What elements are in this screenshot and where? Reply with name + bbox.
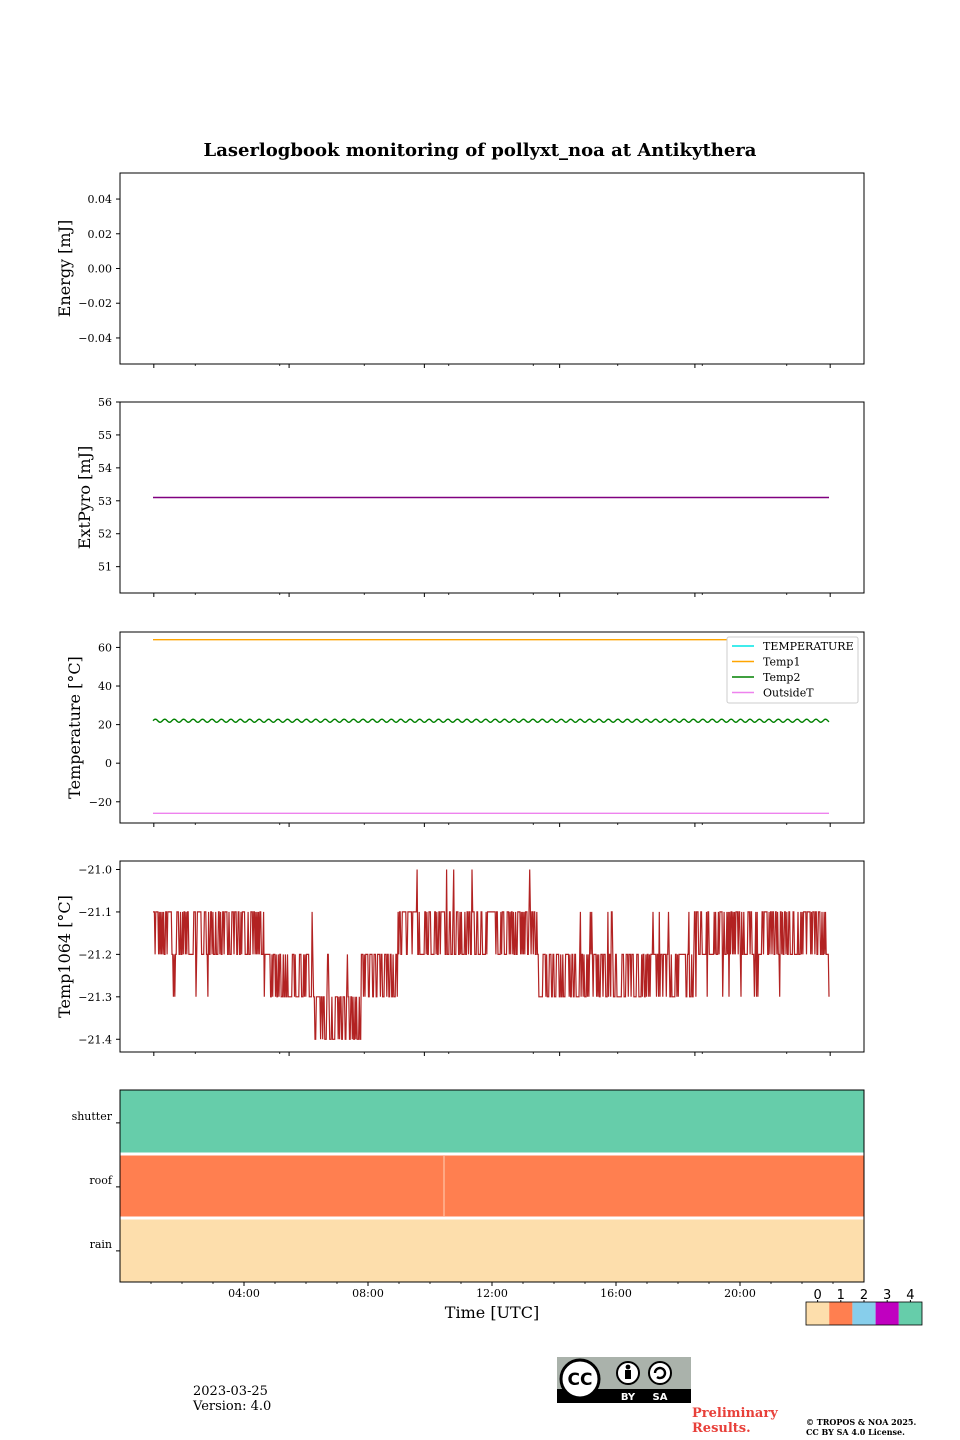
y-tick-label: −21.2 [78, 948, 112, 961]
colorbar-swatch-1 [829, 1302, 853, 1325]
y-tick-label: −21.4 [78, 1033, 112, 1046]
panel-1: 0.04 0.02 0.00 −0.02 −0.04 Energy [mJ] [55, 172, 865, 368]
sa-label: SA [653, 1392, 668, 1403]
y-tick-label: −0.02 [78, 297, 112, 310]
y-tick-label: 56 [98, 396, 112, 409]
colorbar-label: 2 [860, 1288, 868, 1303]
legend: TEMPERATURE Temp1 Temp2 OutsideT [726, 636, 859, 704]
panel-status: shutter roof rain 04:00 08:00 12:00 16:00 20:00… [72, 1089, 865, 1322]
y-axis-label: Temperature [°C] [65, 656, 84, 799]
y-tick-label: 55 [98, 429, 112, 442]
y-tick-label: −0.04 [78, 332, 112, 345]
y-tick-label: 53 [98, 495, 112, 508]
x-tick-label: 08:00 [352, 1287, 384, 1300]
copyright-note: © TROPOS & NOA 2025. CC BY SA 4.0 Licens… [806, 1417, 916, 1437]
x-tick-label: 16:00 [600, 1287, 632, 1300]
date-label: 2023-03-25 [193, 1384, 268, 1399]
x-tick-label: 04:00 [228, 1287, 260, 1300]
by-label: BY [621, 1392, 636, 1403]
y-tick-label: 0 [105, 757, 112, 770]
colorbar-swatch-3 [875, 1302, 899, 1325]
version-label: Version: 4.0 [193, 1399, 272, 1414]
legend-label: TEMPERATURE [763, 640, 854, 653]
colorbar-swatch-0 [806, 1302, 830, 1325]
status-row-shutter [120, 1090, 864, 1154]
y-tick-label: −21.1 [78, 906, 112, 919]
legend-box [726, 636, 859, 704]
colorbar-label: 0 [813, 1288, 821, 1303]
axes-frame [119, 860, 865, 1053]
footer-meta: 2023-03-25 Version: 4.0 [193, 1384, 271, 1414]
copyright-line-1: © TROPOS & NOA 2025. [806, 1417, 917, 1427]
temp2-line [152, 718, 830, 724]
colorbar-frame [805, 1301, 923, 1326]
status-row-label: rain [90, 1238, 112, 1251]
panel-3: 60 40 20 0 −20 Temperature [°C] TEMPERATURE Tem… [65, 631, 865, 827]
y-tick-label: 0.02 [88, 228, 113, 241]
preliminary-note: Preliminary Results. [692, 1406, 778, 1436]
colorbar-label: 3 [883, 1288, 891, 1303]
colorbar-swatch-2 [852, 1302, 876, 1325]
y-axis-label: Energy [mJ] [55, 220, 74, 318]
cc-license-badge: CC BY SA [557, 1357, 691, 1403]
x-tick-label: 12:00 [476, 1287, 508, 1300]
status-row-label: shutter [72, 1110, 113, 1123]
figure-title: Laserlogbook monitoring of pollyxt_noa a… [203, 140, 757, 161]
status-row-roof [120, 1154, 864, 1218]
y-tick-label: 52 [98, 528, 112, 541]
y-tick-label: −21.0 [78, 863, 112, 876]
x-axis-label: Time [UTC] [445, 1303, 539, 1322]
y-tick-label: 0.00 [88, 263, 113, 276]
y-axis-label: ExtPyro [mJ] [75, 446, 94, 549]
legend-label: Temp2 [763, 671, 800, 684]
y-tick-label: 0.04 [88, 193, 113, 206]
y-tick-label: 20 [98, 719, 112, 732]
y-tick-label: 60 [98, 641, 112, 654]
temp1064-line [153, 869, 830, 1040]
status-row-label: roof [89, 1174, 113, 1187]
copyright-line-2: CC BY SA 4.0 License. [806, 1427, 905, 1437]
y-tick-label: 54 [98, 462, 112, 475]
panel-2: 51 52 53 54 55 56 ExtPyro [mJ] [75, 396, 865, 597]
y-tick-label: 40 [98, 680, 112, 693]
panel-4: −21.0 −21.1 −21.2 −21.3 −21.4 Temp1064 [°C] [55, 860, 865, 1056]
axes-frame [119, 401, 865, 594]
y-axis-label: Temp1064 [°C] [55, 895, 74, 1018]
legend-label: Temp1 [763, 656, 800, 669]
colorbar-label: 4 [906, 1288, 914, 1303]
y-tick-label: −21.3 [78, 991, 112, 1004]
y-tick-label: 51 [98, 561, 112, 574]
y-tick-label: −20 [89, 796, 112, 809]
legend-label: OutsideT [763, 687, 814, 700]
colorbar-swatch-4 [898, 1302, 922, 1325]
axes-frame [119, 172, 865, 365]
x-tick-label: 20:00 [724, 1287, 756, 1300]
status-row-rain [120, 1218, 864, 1282]
cc-letters: CC [568, 1370, 593, 1390]
colorbar-label: 1 [837, 1288, 845, 1303]
axes-frame [119, 631, 865, 824]
